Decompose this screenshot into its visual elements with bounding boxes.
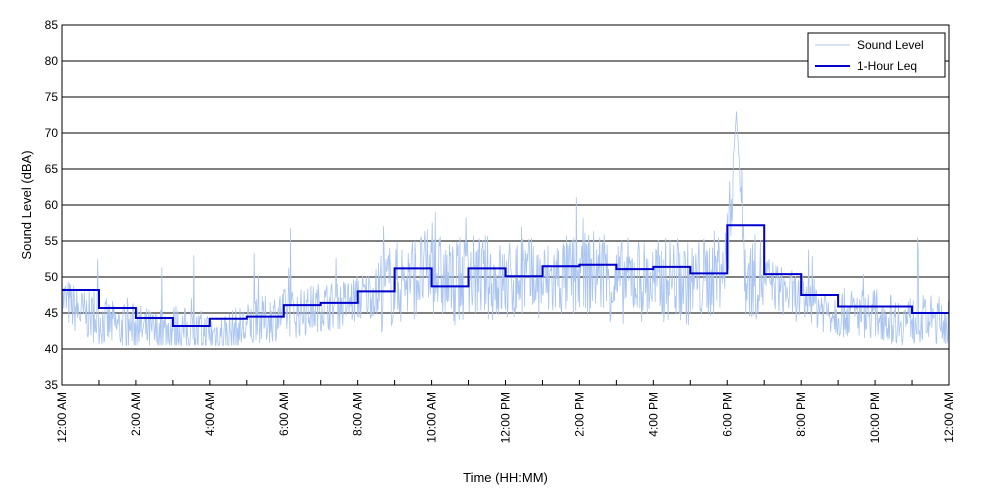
- x-tick-label: 2:00 PM: [572, 392, 586, 437]
- x-tick-label: 4:00 PM: [646, 392, 660, 437]
- x-tick-label: 8:00 PM: [794, 392, 808, 437]
- x-tick-label: 12:00 AM: [55, 392, 69, 443]
- y-tick-label: 40: [45, 342, 59, 356]
- sound-level-line: [61, 111, 950, 347]
- legend-label-sound-level: Sound Level: [857, 38, 924, 52]
- y-tick-label: 65: [45, 162, 59, 176]
- y-tick-label: 70: [45, 126, 59, 140]
- y-tick-label: 45: [45, 306, 59, 320]
- gridlines: [62, 60, 949, 350]
- x-tick-label: 8:00 AM: [351, 392, 365, 436]
- y-tick-label: 35: [45, 378, 59, 392]
- x-tick-label: 12:00 AM: [942, 392, 956, 443]
- x-tick-label: 10:00 AM: [425, 392, 439, 443]
- y-tick-label: 60: [45, 198, 59, 212]
- x-tick-label: 2:00 AM: [129, 392, 143, 436]
- x-tick-label: 6:00 AM: [277, 392, 291, 436]
- y-tick-label: 55: [45, 234, 59, 248]
- x-axis-ticks: 12:00 AM 2:00 AM 4:00 AM 6:00 AM 8:00 AM 10:0…: [55, 380, 956, 443]
- leq-step-line: [62, 224, 949, 327]
- y-tick-label: 80: [45, 54, 59, 68]
- x-axis-title: Time (HH:MM): [463, 470, 548, 485]
- y-tick-label: 75: [45, 90, 59, 104]
- y-tick-label: 50: [45, 270, 59, 284]
- y-tick-label: 85: [45, 18, 59, 32]
- legend: Sound Level 1-Hour Leq: [807, 32, 946, 78]
- x-tick-label: 6:00 PM: [720, 392, 734, 437]
- x-tick-label: 10:00 PM: [868, 392, 882, 443]
- x-tick-label: 4:00 AM: [203, 392, 217, 436]
- x-tick-label: 12:00 PM: [499, 392, 513, 443]
- legend-label-leq: 1-Hour Leq: [857, 59, 917, 73]
- leq-series: [62, 224, 949, 327]
- legend-box: [807, 32, 946, 78]
- y-axis-ticks: 35 40 45 50 55 60 65 70 75 80 85: [45, 18, 59, 392]
- sound-level-series: [61, 111, 950, 347]
- y-axis-title: Sound Level (dBA): [19, 150, 34, 259]
